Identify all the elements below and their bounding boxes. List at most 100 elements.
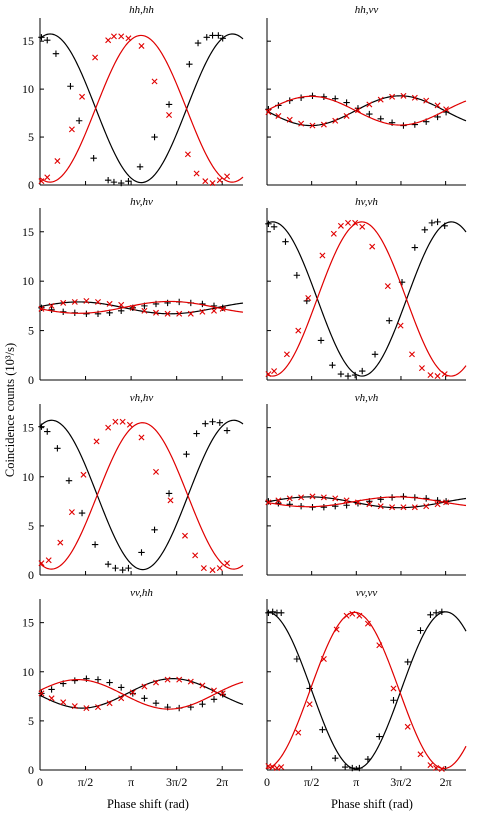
data-point-cross <box>369 243 376 250</box>
data-point-cross <box>219 690 226 697</box>
y-tick-label: 15 <box>22 616 34 630</box>
data-point-cross <box>443 106 450 113</box>
data-point-cross <box>427 762 434 769</box>
data-point-cross <box>129 689 136 696</box>
data-point-plus <box>118 684 125 691</box>
data-point-cross <box>192 552 199 559</box>
data-point-plus <box>343 99 350 106</box>
data-point-cross <box>60 299 67 306</box>
data-point-plus <box>411 121 419 128</box>
data-point-cross <box>343 497 350 504</box>
data-point-cross <box>269 764 276 771</box>
fit-curve-red <box>266 496 467 508</box>
data-point-cross <box>354 107 361 114</box>
chart-panel-vh-hv: vh,hv 0 5 10 15 <box>22 392 244 582</box>
data-point-plus <box>216 419 223 426</box>
data-point-plus <box>442 498 450 505</box>
data-point-plus <box>376 733 383 740</box>
data-point-plus <box>48 306 55 314</box>
data-point-cross <box>38 690 45 697</box>
data-point-cross <box>275 112 282 119</box>
panel-title: vh,vh <box>355 392 379 404</box>
data-point-plus <box>432 609 440 617</box>
data-point-cross <box>364 620 371 627</box>
data-point-plus <box>52 50 60 57</box>
fit-curve-black <box>39 33 244 184</box>
data-point-cross <box>54 158 61 165</box>
data-point-cross <box>354 499 361 506</box>
y-tick-label: 0 <box>28 568 34 582</box>
data-point-cross <box>333 626 340 633</box>
data-point-plus <box>265 498 272 505</box>
chart-panel-vh-vh: vh,vh <box>265 392 467 576</box>
data-point-cross <box>345 219 352 226</box>
data-point-cross <box>441 371 448 378</box>
x-tick-label: 0 <box>37 775 43 789</box>
data-point-cross <box>199 682 206 689</box>
data-point-cross <box>216 565 223 572</box>
data-point-plus <box>219 35 226 42</box>
data-point-cross <box>278 764 285 771</box>
panel-title: hh,vv <box>355 4 379 16</box>
data-point-cross <box>83 297 90 304</box>
data-point-cross <box>283 351 290 358</box>
data-point-plus <box>203 34 210 41</box>
x-axis-title-right: Phase shift (rad) <box>331 797 413 811</box>
data-point-cross <box>366 501 373 508</box>
data-point-plus <box>104 177 112 184</box>
data-point-plus <box>320 504 328 511</box>
data-point-cross <box>417 751 424 758</box>
data-point-plus <box>38 304 45 312</box>
data-point-plus <box>165 490 173 497</box>
chart-panel-hv-hv: hv,hv 0 5 10 15 <box>22 196 244 387</box>
data-point-cross <box>184 151 191 158</box>
data-point-plus <box>199 700 206 708</box>
data-point-plus <box>104 560 112 568</box>
y-tick-label: 15 <box>22 421 34 435</box>
data-point-cross <box>153 468 159 475</box>
data-point-cross <box>411 94 418 101</box>
data-point-plus <box>94 676 102 683</box>
data-point-cross <box>434 373 441 380</box>
data-point-cross <box>377 96 384 103</box>
data-point-plus <box>337 370 345 378</box>
data-point-plus <box>282 238 289 245</box>
data-point-cross <box>106 700 113 707</box>
data-point-cross <box>224 560 231 567</box>
data-point-cross <box>118 33 125 40</box>
panel-title: vv,hh <box>130 587 153 599</box>
data-point-plus <box>293 655 301 663</box>
data-point-cross <box>105 424 112 431</box>
data-point-cross <box>60 699 67 706</box>
data-point-cross <box>306 701 313 708</box>
fit-curve-black <box>266 95 467 127</box>
data-point-cross <box>80 471 87 478</box>
data-point-cross <box>408 351 415 358</box>
data-point-plus <box>319 726 326 733</box>
data-point-plus <box>329 361 336 369</box>
chart-panel-hh-hh: hh,hh 0 5 10 15 <box>22 4 244 192</box>
data-point-plus <box>125 177 132 185</box>
data-point-cross <box>332 117 339 124</box>
data-point-plus <box>118 179 125 187</box>
fit-curve-red <box>39 300 244 314</box>
data-point-cross <box>320 656 327 662</box>
chart-panel-hv-vh: hv,vh <box>265 196 467 381</box>
data-point-plus <box>75 117 83 124</box>
chart-panel-hh-vv: hh,vv <box>265 4 467 186</box>
data-point-cross <box>211 307 217 314</box>
data-point-plus <box>71 677 78 684</box>
data-point-plus <box>151 133 158 141</box>
data-point-plus <box>106 679 113 686</box>
data-point-cross <box>319 252 326 259</box>
data-point-cross <box>309 122 316 129</box>
data-point-cross <box>305 294 312 301</box>
data-point-cross <box>95 704 101 711</box>
data-point-cross <box>265 109 272 116</box>
data-point-plus <box>44 37 51 44</box>
data-point-plus <box>67 83 74 90</box>
data-point-cross <box>271 368 278 375</box>
data-point-cross <box>418 365 425 372</box>
data-point-plus <box>91 541 99 548</box>
data-point-cross <box>359 223 366 230</box>
